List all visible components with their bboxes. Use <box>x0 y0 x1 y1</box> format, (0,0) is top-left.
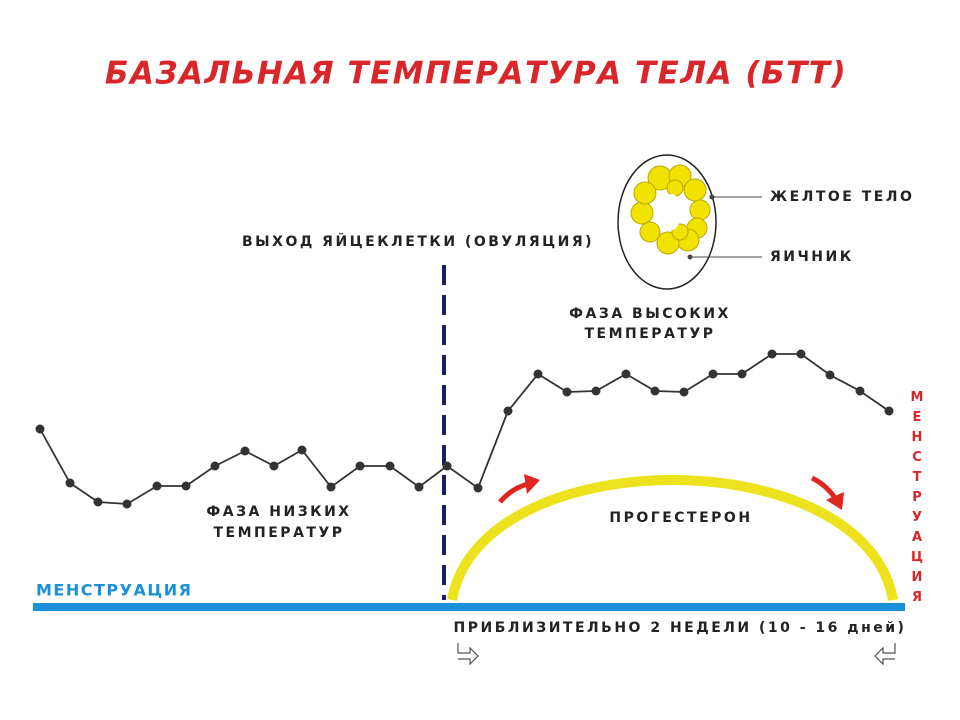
temperature-point <box>855 386 865 396</box>
temperature-point <box>122 499 132 509</box>
high-phase-label: ТЕМПЕРАТУР <box>584 326 715 342</box>
temperature-point <box>65 478 75 488</box>
temperature-point <box>385 461 395 471</box>
temperature-point <box>621 369 631 379</box>
temperature-curve <box>39 353 890 505</box>
ovary-illustration <box>617 154 717 290</box>
temperature-point <box>240 446 250 456</box>
temperature-points <box>35 349 894 509</box>
temperature-point <box>708 369 718 379</box>
temperature-point <box>93 497 103 507</box>
low-phase-label: ФАЗА НИЗКИХ <box>206 504 351 520</box>
menstruation-label: МЕНСТРУАЦИЯ <box>36 581 192 600</box>
temperature-point <box>562 387 572 397</box>
temperature-point <box>650 386 660 396</box>
temperature-point <box>414 482 424 492</box>
ovary-label: ЯИЧНИК <box>770 249 854 265</box>
corpus-luteum-label: ЖЕЛТОЕ ТЕЛО <box>770 189 914 205</box>
menstruation-vertical-label: МЕНСТРУАЦИЯ <box>910 390 925 610</box>
temperature-point <box>533 369 543 379</box>
temperature-point <box>884 406 894 416</box>
temperature-point <box>503 406 513 416</box>
temperature-point <box>825 370 835 380</box>
temperature-point <box>737 369 747 379</box>
ovulation-label: ВЫХОД ЯЙЦЕКЛЕТКИ (ОВУЛЯЦИЯ) <box>242 233 594 250</box>
inset-pointers <box>687 194 762 260</box>
duration-label: ПРИБЛИЗИТЕЛЬНО 2 НЕДЕЛИ (10 - 16 дней) <box>454 620 907 636</box>
progesterone-arc <box>447 475 898 601</box>
temperature-point <box>210 461 220 471</box>
temperature-point <box>473 483 483 493</box>
temperature-point <box>181 481 191 491</box>
temperature-point <box>326 482 336 492</box>
temperature-point <box>152 481 162 491</box>
temperature-point <box>767 349 777 359</box>
temperature-point <box>442 461 452 471</box>
progesterone-label: ПРОГЕСТЕРОН <box>609 510 752 526</box>
high-phase-label: ФАЗА ВЫСОКИХ <box>569 306 731 322</box>
duration-arrows <box>457 643 896 666</box>
title: БАЗАЛЬНАЯ ТЕМПЕРАТУРА ТЕЛА (БТТ) <box>105 56 847 92</box>
temperature-point <box>796 349 806 359</box>
temperature-point <box>269 461 279 471</box>
temperature-point <box>35 424 45 434</box>
temperature-point <box>297 445 307 455</box>
progesterone-arrowheads <box>524 474 844 510</box>
low-phase-label: ТЕМПЕРАТУР <box>213 525 344 541</box>
temperature-point <box>591 386 601 396</box>
temperature-point <box>679 387 689 397</box>
temperature-point <box>355 461 365 471</box>
